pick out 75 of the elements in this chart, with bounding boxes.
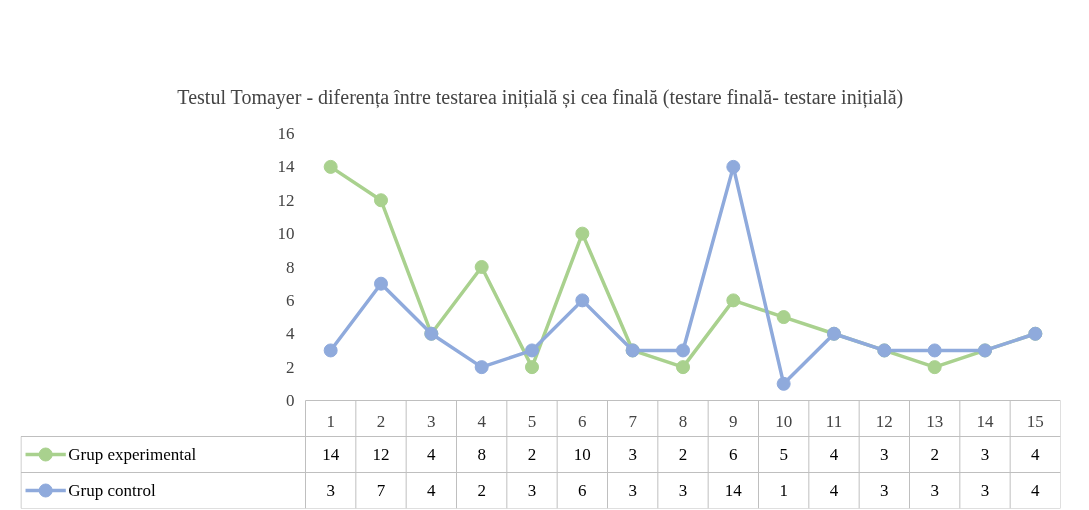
- data-label: 7: [376, 481, 386, 500]
- data-label: 1: [779, 481, 788, 500]
- data-label: 2: [477, 481, 486, 500]
- data-label: 2: [527, 445, 537, 464]
- x-tick-label: 5: [527, 411, 537, 431]
- data-label: 3: [880, 445, 889, 464]
- point: [927, 360, 942, 375]
- y-tick-label: 14: [277, 157, 295, 177]
- data-label: 4: [829, 445, 839, 464]
- x-tick-label: 2: [376, 411, 386, 431]
- data-label: 4: [427, 481, 437, 500]
- data-label: 3: [527, 481, 537, 500]
- point: [474, 260, 489, 274]
- point: [374, 193, 388, 208]
- point: [323, 159, 338, 174]
- point: [323, 343, 338, 358]
- data-label: 2: [930, 445, 939, 464]
- y-tick-label: 12: [277, 190, 295, 210]
- point: [676, 343, 690, 358]
- y-tick-label: 8: [286, 257, 295, 277]
- data-label: 3: [880, 481, 889, 500]
- data-label: 4: [1031, 481, 1041, 500]
- x-tick-label: 9: [729, 411, 738, 431]
- x-tick-label: 11: [825, 411, 843, 431]
- data-label: 6: [729, 445, 738, 464]
- data-label: 14: [724, 481, 743, 500]
- point: [474, 360, 489, 375]
- data-label: 3: [678, 481, 688, 500]
- data-label: 10: [573, 445, 591, 464]
- y-tick-label: 0: [286, 391, 295, 410]
- legend-label: Grup control: [68, 481, 156, 500]
- data-label: 14: [322, 445, 340, 464]
- point: [676, 360, 690, 375]
- point: [927, 343, 942, 358]
- point: [575, 226, 590, 241]
- point: [776, 376, 791, 391]
- x-tick-label: 15: [1026, 411, 1044, 431]
- data-label: 4: [427, 445, 437, 464]
- point: [525, 360, 539, 375]
- x-tick-label: 14: [976, 411, 994, 431]
- y-tick-label: 2: [286, 357, 295, 377]
- y-tick-label: 4: [286, 324, 295, 344]
- data-label: 3: [628, 481, 637, 500]
- x-tick-label: 10: [775, 411, 793, 431]
- point: [374, 276, 388, 291]
- x-tick-label: 6: [578, 411, 587, 431]
- legend-label: Grup experimental: [68, 445, 197, 464]
- data-label: 3: [326, 481, 335, 500]
- x-tick-label: 8: [678, 411, 688, 431]
- data-label: 4: [1031, 445, 1041, 464]
- point: [726, 293, 741, 308]
- x-tick-label: 12: [875, 411, 893, 431]
- x-tick-label: 3: [427, 411, 436, 431]
- chart-title: Testul Tomayer - diferența între testarea inițială și cea finală (testare finală- testare inițială): [177, 85, 904, 109]
- data-label: 3: [628, 445, 637, 464]
- data-label: 4: [829, 481, 839, 500]
- data-label: 2: [678, 445, 688, 464]
- data-label: 3: [930, 481, 939, 500]
- data-label: 5: [779, 445, 788, 464]
- x-tick-label: 1: [326, 411, 335, 431]
- point: [525, 343, 539, 358]
- x-tick-label: 7: [628, 411, 638, 431]
- data-label: 12: [372, 445, 390, 464]
- data-label: 3: [980, 445, 990, 464]
- x-tick-label: 4: [477, 411, 487, 431]
- point: [726, 159, 741, 174]
- y-tick-label: 10: [277, 224, 295, 244]
- data-label: 8: [477, 445, 486, 464]
- y-tick-label: 6: [286, 290, 295, 310]
- y-tick-label: 16: [277, 124, 295, 143]
- point: [575, 293, 590, 308]
- x-tick-label: 13: [926, 411, 944, 431]
- data-label: 6: [578, 481, 587, 500]
- point: [776, 310, 791, 325]
- data-label: 3: [980, 481, 990, 500]
